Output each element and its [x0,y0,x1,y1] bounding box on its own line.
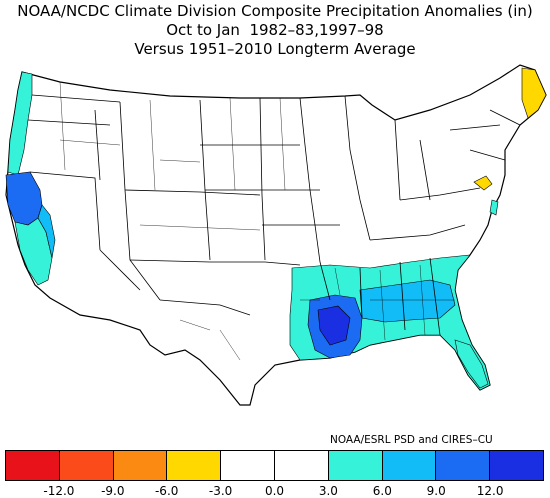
legend-tick-label: 12.0 [476,484,504,498]
region-california-south [14,217,53,286]
legend-swatch-6 [328,451,383,480]
legend-swatch-0 [6,451,60,480]
legend-swatch-4 [221,451,275,480]
legend-swatch-5 [274,451,329,480]
region-new-jersey [489,199,499,216]
credit-label: NOAA/ESRL PSD and CIRES–CU [330,434,493,446]
region-california-inland [37,204,56,259]
title-line-3: Versus 1951–2010 Longterm Average [134,40,416,58]
legend-tick-label: 9.0 [426,484,446,498]
legend-swatch-7 [382,451,437,480]
title-line-2: Oct to Jan 1982–83,1997–98 [166,21,384,39]
legend-swatch-1 [59,451,114,480]
map-title: NOAA/NCDC Climate Division Composite Pre… [0,2,550,59]
legend-swatch-8 [436,451,491,480]
region-florida [454,339,489,389]
region-louisiana-core [317,305,351,346]
color-legend [5,450,544,481]
legend-swatch-2 [113,451,168,480]
legend-tick-label: 6.0 [372,484,392,498]
title-line-1: NOAA/NCDC Climate Division Composite Pre… [17,2,533,20]
legend-tick-label: -9.0 [101,484,125,498]
legend-tick-label: -12.0 [43,484,75,498]
region-maine [521,67,547,119]
climate-division-lines [59,81,455,361]
state-boundaries [27,94,521,336]
legend-tick-label: -3.0 [208,484,233,498]
legend-tick-label: -6.0 [154,484,179,498]
region-southeast [359,279,456,323]
legend-swatch-3 [167,451,222,480]
legend-swatch-9 [490,451,543,480]
legend-tick-label: 0.0 [264,484,285,498]
legend-tick-label: 3.0 [318,484,338,498]
region-pennsylvania [473,175,493,191]
